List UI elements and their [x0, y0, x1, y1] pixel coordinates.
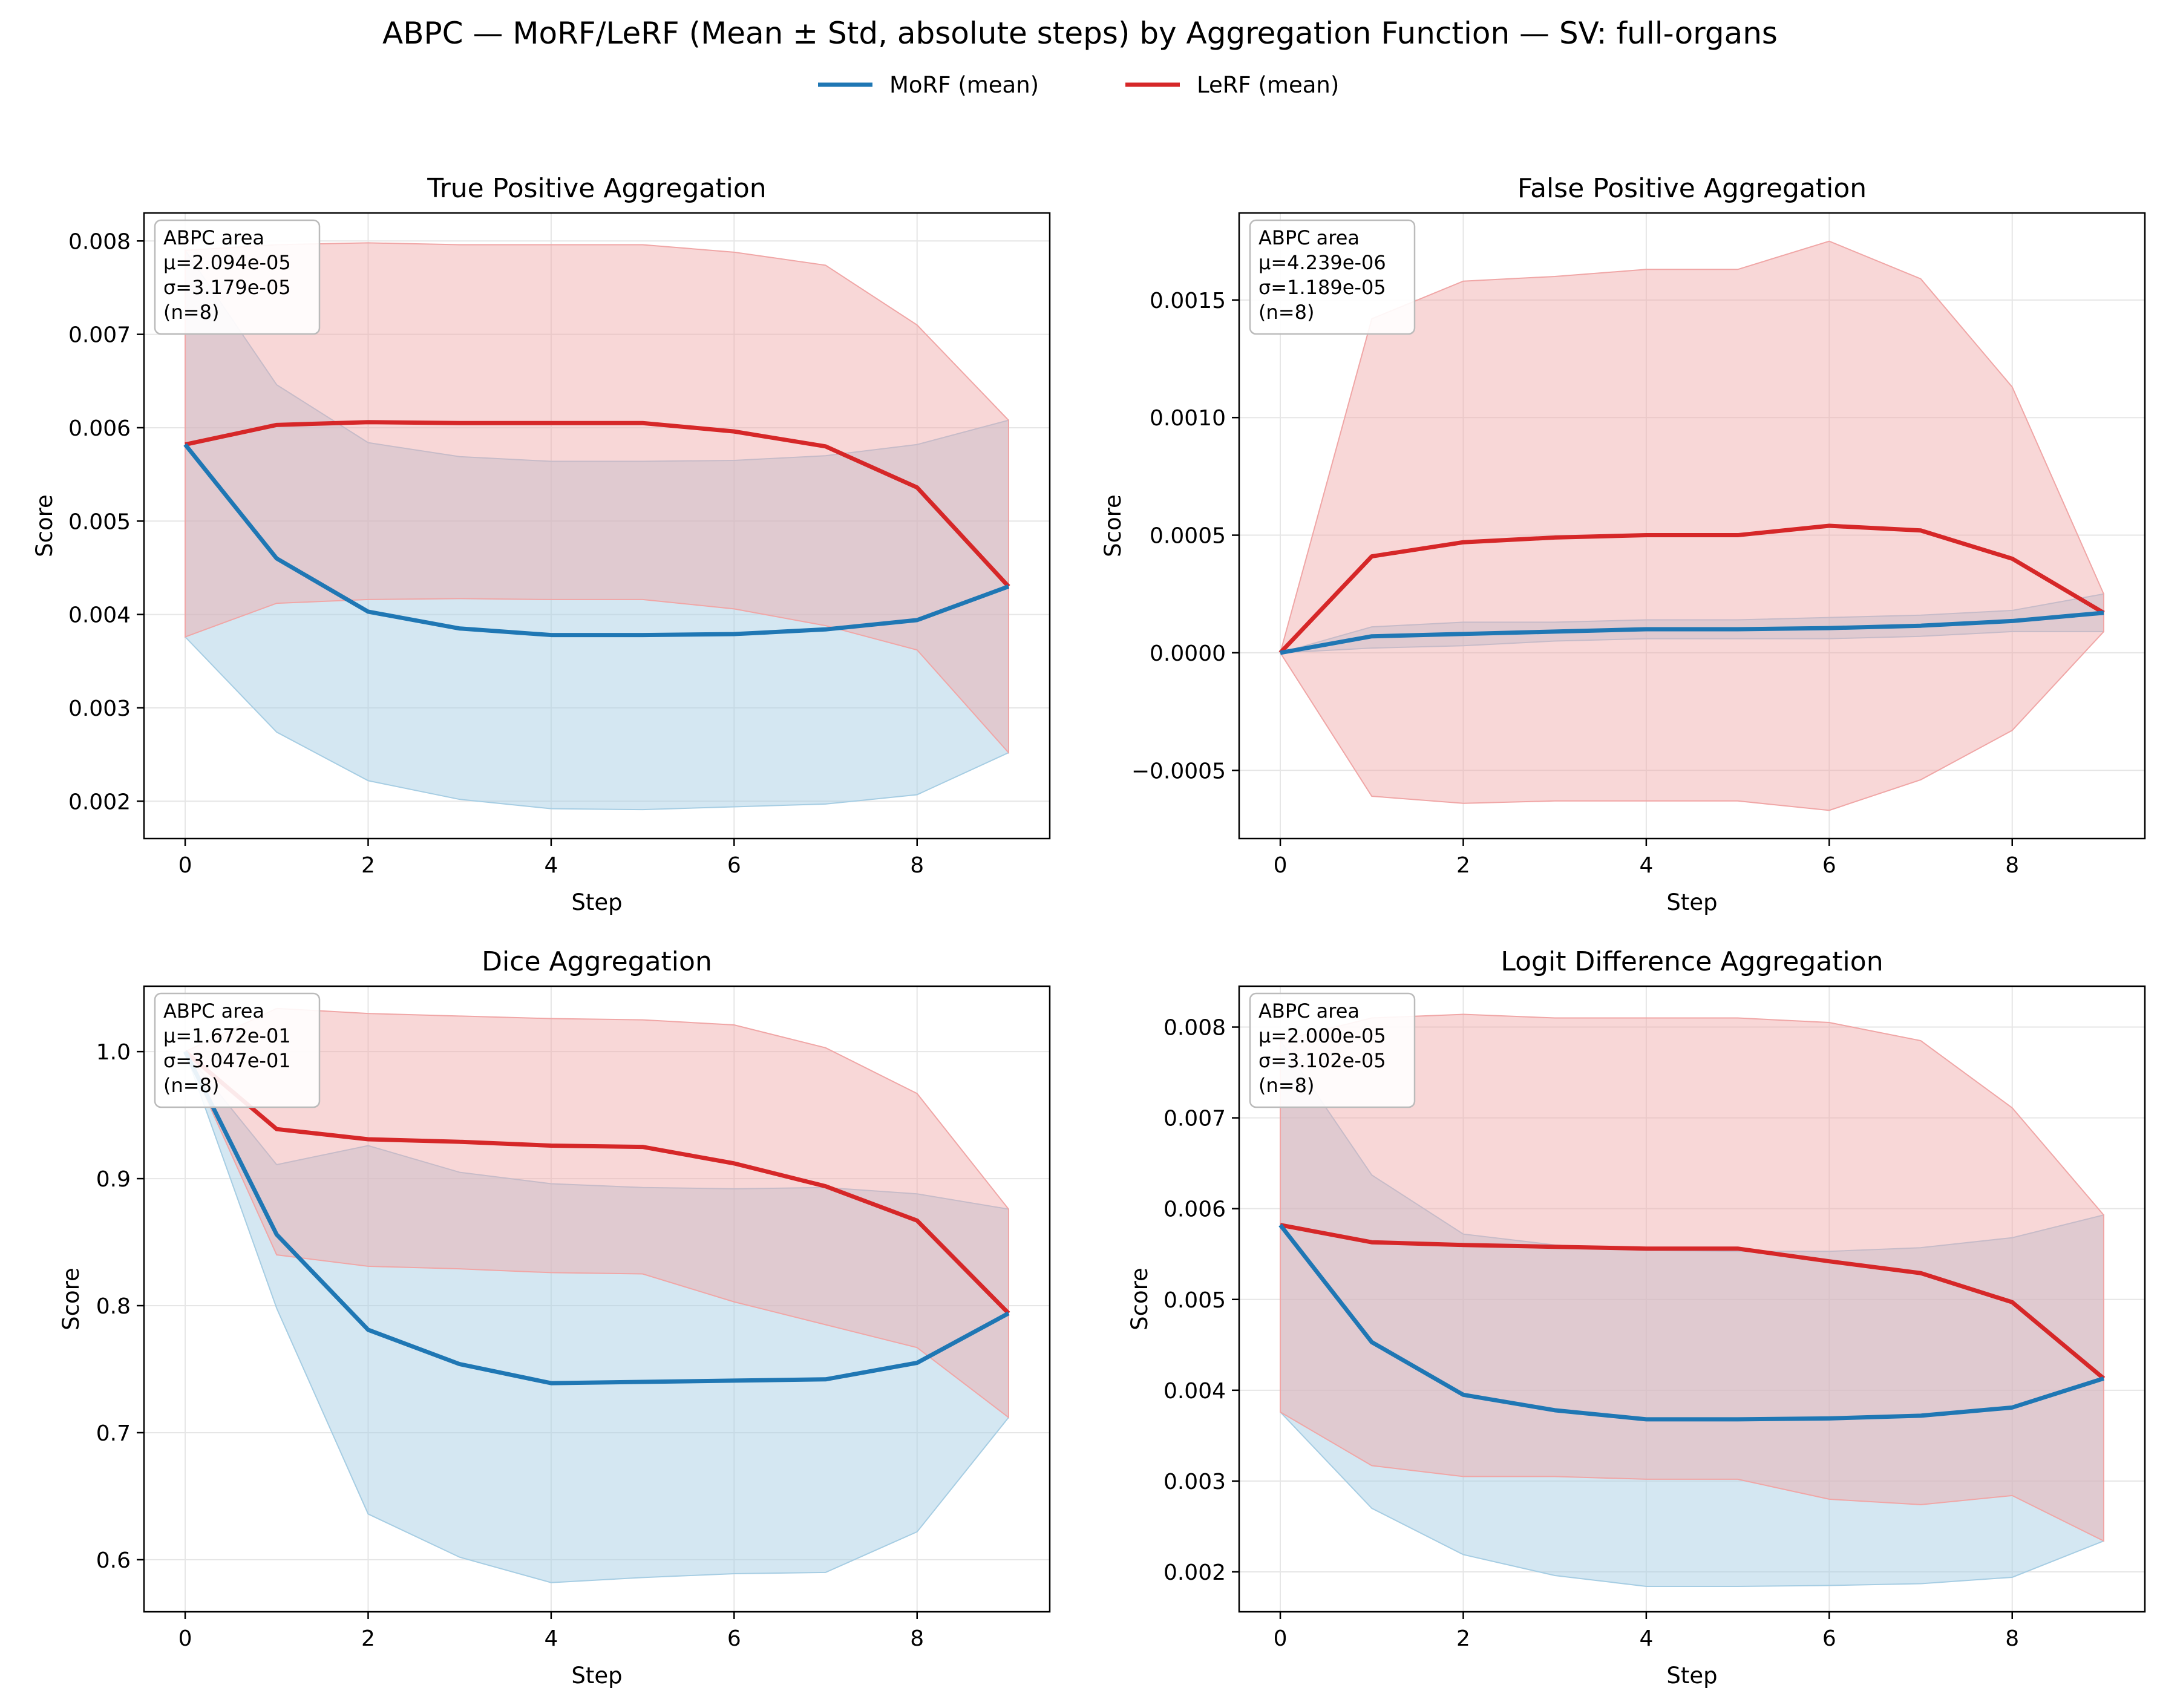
abpc-annotation-line: (n=8) [163, 301, 219, 324]
figure-title: ABPC — MoRF/LeRF (Mean ± Std, absolute s… [382, 16, 1778, 51]
x-tick-label: 6 [727, 853, 741, 878]
x-tick-label: 2 [361, 853, 375, 878]
x-tick-label: 4 [1639, 1626, 1653, 1651]
legend-label-lerf: LeRF (mean) [1197, 72, 1339, 98]
y-tick-label: 0.003 [68, 696, 131, 721]
x-tick-label: 8 [910, 1626, 924, 1651]
y-tick-label: 0.7 [96, 1421, 131, 1446]
abpc-annotation-box [1249, 992, 1416, 1108]
y-tick-label: 0.007 [1163, 1107, 1226, 1131]
lerf-mean-line [185, 420, 1010, 588]
morf-mean-line [183, 1050, 1010, 1386]
abpc-annotation-box [1249, 219, 1416, 335]
y-tick-label: 0.006 [68, 416, 131, 441]
abpc-annotation-line: μ=4.239e-06 [1258, 251, 1386, 274]
panel-false-positive: 0 2 4 6 8 −0.0005 0.0000 0.0005 0.0010 0.0015 Fals… [1100, 173, 2146, 915]
abpc-annotation-line: σ=3.047e-01 [163, 1049, 291, 1072]
x-tick-label: 2 [1456, 1626, 1470, 1651]
abpc-annotation-line: (n=8) [1258, 1074, 1314, 1097]
axes-frame [1238, 212, 2146, 840]
y-axis-label: Score [1127, 1268, 1153, 1330]
abpc-annotation-box [154, 992, 321, 1108]
x-tick-label: 4 [544, 853, 558, 878]
y-tick-label: 0.0010 [1150, 406, 1226, 431]
x-tick-label: 0 [178, 1626, 192, 1651]
x-tick-label: 8 [2005, 1626, 2019, 1651]
abpc-annotation-line: ABPC area [163, 226, 264, 249]
morf-mean-line [183, 443, 1010, 638]
x-tick-label: 0 [1274, 1626, 1288, 1651]
y-tick-label: 0.002 [68, 790, 131, 814]
abpc-annotation-line: (n=8) [163, 1074, 219, 1097]
panel-true-positive: 0 2 4 6 8 0.002 0.003 0.004 0.005 0.006 0.007 0.008… [31, 173, 1051, 915]
x-axis-label: Step [1666, 1663, 1717, 1689]
lerf-mean-line [1278, 523, 2105, 655]
y-tick-label: 0.004 [1163, 1379, 1226, 1404]
x-tick-label: 8 [2005, 853, 2019, 878]
panel-dice: 0 2 4 6 8 0.6 0.7 0.8 0.9 1.0 Dice Aggregation Step… [58, 946, 1051, 1689]
y-tick-label: −0.0005 [1131, 759, 1226, 784]
x-tick-label: 6 [727, 1626, 741, 1651]
x-tick-label: 2 [361, 1626, 375, 1651]
x-tick-label: 2 [1456, 853, 1470, 878]
abpc-annotation-line: μ=1.672e-01 [163, 1024, 291, 1047]
x-tick-label: 6 [1822, 1626, 1836, 1651]
abpc-annotation-line: μ=2.094e-05 [163, 251, 291, 274]
y-tick-label: 0.003 [1163, 1470, 1226, 1494]
figure-legend: MoRF (mean) LeRF (mean) [818, 72, 1339, 98]
abpc-annotation-line: σ=3.179e-05 [163, 276, 291, 299]
y-tick-label: 0.6 [96, 1548, 131, 1573]
lerf-mean-line [1280, 1223, 2106, 1381]
y-tick-label: 0.005 [1163, 1288, 1226, 1313]
axes-frame [143, 985, 1051, 1613]
lerf-mean-line [183, 1050, 1010, 1315]
x-axis-label: Step [1666, 889, 1717, 915]
y-axis-label: Score [58, 1268, 84, 1330]
abpc-annotation-line: σ=1.189e-05 [1258, 276, 1386, 299]
x-tick-label: 4 [1639, 853, 1653, 878]
abpc-annotation-line: σ=3.102e-05 [1258, 1049, 1386, 1072]
abpc-annotation-line: ABPC area [1258, 226, 1360, 249]
y-tick-label: 0.0000 [1150, 641, 1226, 666]
y-tick-label: 0.008 [1163, 1016, 1226, 1041]
morf-mean-line [1280, 610, 2104, 655]
legend-label-morf: MoRF (mean) [889, 72, 1039, 98]
y-tick-label: 0.002 [1163, 1560, 1226, 1585]
y-axis-label: Score [31, 494, 57, 557]
y-tick-label: 0.8 [96, 1294, 131, 1319]
axes-frame [143, 212, 1051, 840]
panel-title: Dice Aggregation [482, 946, 712, 977]
y-tick-label: 0.008 [68, 229, 131, 254]
y-tick-label: 0.006 [1163, 1197, 1226, 1222]
y-tick-label: 0.0015 [1150, 289, 1226, 313]
y-tick-label: 1.0 [96, 1040, 131, 1065]
x-tick-label: 0 [178, 853, 192, 878]
y-tick-label: 0.007 [68, 323, 131, 348]
panel-title: Logit Difference Aggregation [1501, 946, 1883, 977]
x-tick-label: 6 [1822, 853, 1836, 878]
lerf-std-band [1280, 1013, 2104, 1542]
x-tick-label: 4 [544, 1626, 558, 1651]
panel-title: False Positive Aggregation [1517, 173, 1867, 204]
y-tick-label: 0.0005 [1150, 524, 1226, 549]
panel-title: True Positive Aggregation [427, 173, 766, 204]
abpc-annotation-line: ABPC area [163, 1000, 264, 1023]
abpc-annotation-line: μ=2.000e-05 [1258, 1024, 1386, 1047]
panel-logit-difference: 0 2 4 6 8 0.002 0.003 0.004 0.005 0.006 0.007 0.008… [1127, 946, 2146, 1689]
abpc-annotation-line: (n=8) [1258, 301, 1314, 324]
y-tick-label: 0.9 [96, 1167, 131, 1192]
morf-mean-line [1278, 1223, 2105, 1422]
x-axis-label: Step [571, 889, 622, 915]
x-tick-label: 8 [910, 853, 924, 878]
y-tick-label: 0.004 [68, 603, 131, 628]
x-tick-label: 0 [1274, 853, 1288, 878]
y-axis-label: Score [1100, 494, 1126, 557]
lerf-std-band [185, 242, 1009, 754]
x-axis-label: Step [571, 1663, 622, 1689]
abpc-annotation-line: ABPC area [1258, 1000, 1360, 1023]
y-tick-label: 0.005 [68, 509, 131, 534]
abpc-annotation-box [154, 219, 321, 335]
